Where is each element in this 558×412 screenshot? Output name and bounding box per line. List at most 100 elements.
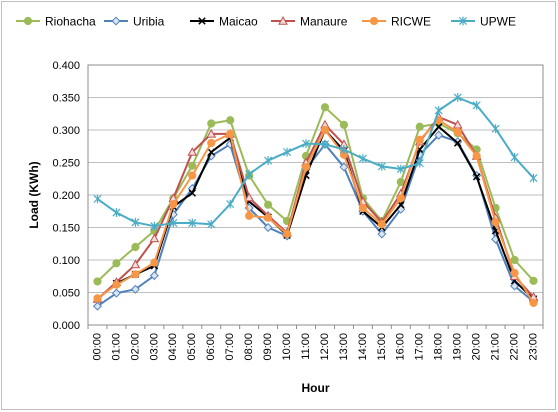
data-point [111,288,121,298]
series-manaure [92,111,539,303]
data-point [244,192,254,202]
data-point [358,203,367,213]
data-point [169,218,178,228]
data-point [529,173,538,183]
data-point [510,268,519,278]
series-group [92,93,539,311]
legend-marker [111,16,121,26]
data-point [510,152,519,162]
legend-label: UPWE [480,15,516,29]
data-point [130,259,141,269]
legend: Riohacha Uribia Maicao Manaure RICWE UPWE [16,15,516,29]
y-axis-title: Load (KWh) [27,161,41,228]
x-tick-label: 21:00 [490,333,502,361]
x-tick-label: 00:00 [91,333,103,361]
x-tick-label: 09:00 [262,333,274,361]
data-point [264,200,273,209]
x-tick-label: 06:00 [205,333,217,361]
data-point [301,139,311,149]
data-point [434,123,443,131]
data-point [358,154,367,163]
y-tick-label: 0.350 [52,93,80,105]
x-tick-label: 12:00 [319,333,331,361]
data-point [93,277,102,286]
x-tick-label: 19:00 [452,333,464,361]
data-point [226,116,235,125]
data-point [510,255,519,265]
legend-marker [278,15,288,25]
data-point [529,298,538,307]
data-point [283,147,292,157]
x-tick-label: 03:00 [148,333,160,361]
legend-marker [23,16,33,26]
x-tick-label: 08:00 [243,333,255,361]
x-tick-label: 22:00 [508,333,520,361]
data-point [377,229,387,239]
data-point [149,233,160,243]
y-tick-label: 0.100 [52,255,80,267]
data-point [150,258,159,267]
data-point [245,211,254,220]
legend-marker [369,16,379,26]
data-point [472,151,481,161]
legend-item-riohacha: Riohacha [16,15,96,29]
y-tick-label: 0.400 [52,60,80,72]
data-point [188,189,197,197]
data-point [112,208,121,217]
data-point [93,194,102,204]
legend-item-maicao: Maicao [190,15,258,29]
legend-label: Riohacha [45,15,96,29]
legend-label: Maicao [219,15,258,29]
legend-item-upwe: UPWE [451,15,516,29]
data-point [207,138,216,148]
legend-item-manaure: Manaure [271,15,348,29]
series-line [96,96,535,228]
data-point [415,135,424,144]
data-point [377,220,386,229]
data-point [453,93,462,102]
data-point [149,271,159,281]
data-point [434,106,443,115]
series-line [96,106,535,283]
x-tick-label: 23:00 [527,333,539,361]
y-tick-label: 0.050 [52,288,80,300]
data-point [92,301,102,311]
legend-marker [458,16,468,26]
data-point [264,213,273,222]
data-point [112,280,121,289]
data-point [491,218,500,227]
data-point [226,199,235,209]
x-tick-label: 20:00 [471,333,483,361]
legend-marker [198,17,206,25]
data-point [491,124,500,134]
data-point [207,148,215,156]
data-point [472,173,481,181]
data-point [415,122,424,131]
axes [87,64,544,329]
x-tick-label: 10:00 [281,333,293,361]
data-point [396,194,405,203]
x-tick-label: 13:00 [338,333,350,361]
y-tick-label: 0.000 [52,320,80,332]
data-point [263,222,273,233]
x-tick-label: 04:00 [167,333,179,361]
data-point [131,217,140,227]
data-point [207,219,216,229]
series-upwe [93,93,538,231]
x-tick-label: 17:00 [414,333,426,361]
series-line [96,125,535,300]
data-point [377,162,386,171]
data-point [226,129,235,138]
x-tick-label: 11:00 [300,333,312,360]
legend-label: Manaure [300,15,348,29]
data-point [112,259,121,268]
y-tick-label: 0.150 [52,223,80,235]
data-point [301,162,311,172]
x-tick-labels: 00:00 01:00 02:00 03:00 04:00 05:00 06:00 07:00… [91,333,539,361]
data-point [93,294,102,303]
data-point [453,139,462,147]
data-point [169,200,178,209]
legend-item-ricwe: RICWE [362,15,431,29]
